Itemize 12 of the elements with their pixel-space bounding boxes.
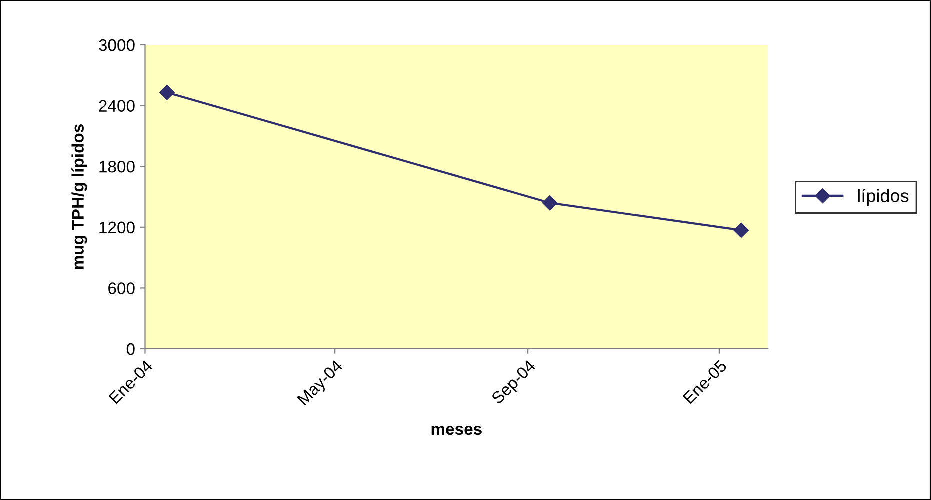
x-axis-title: meses — [432, 426, 482, 436]
point — [542, 196, 558, 211]
legend-label: lípidos — [858, 188, 909, 206]
y-tick-label: 0 — [126, 343, 135, 356]
point — [160, 85, 175, 100]
y-tick-label: 600 — [108, 282, 135, 294]
y-tick-label: 1800 — [100, 161, 135, 173]
point — [734, 222, 749, 238]
y-axis-title: mug TPH/g lípidos — [72, 124, 88, 270]
y-tick-label: 2400 — [99, 100, 135, 112]
y-tick-label: 1200 — [100, 222, 135, 234]
y-tick-label: 3000 — [99, 39, 135, 52]
